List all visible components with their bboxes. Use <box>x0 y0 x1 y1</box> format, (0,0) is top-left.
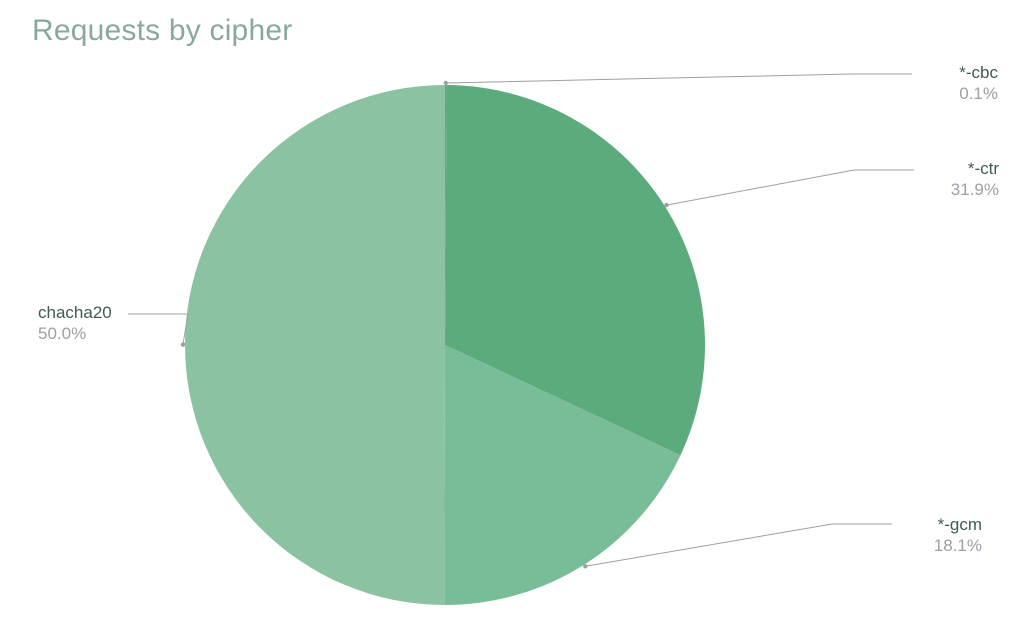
leader-dot <box>583 564 587 568</box>
label-gcm: *-gcm 18.1% <box>934 514 982 557</box>
leader-line <box>585 524 892 566</box>
label-chacha20-name: chacha20 <box>38 302 112 323</box>
label-chacha20-pct: 50.0% <box>38 323 112 344</box>
leader-line <box>446 74 912 83</box>
leader-line <box>128 314 188 345</box>
label-ctr-name: *-ctr <box>951 158 999 179</box>
pie-slice-chacha20 <box>185 85 445 605</box>
leader-dot <box>664 203 668 207</box>
label-ctr-pct: 31.9% <box>951 179 999 200</box>
label-chacha20: chacha20 50.0% <box>38 302 112 345</box>
leader-dot <box>444 81 448 85</box>
leader-dot <box>181 342 185 346</box>
leader-line <box>667 170 914 205</box>
label-cbc-name: *-cbc <box>959 62 998 83</box>
pie-chart <box>0 0 1024 633</box>
label-cbc-pct: 0.1% <box>959 83 998 104</box>
label-cbc: *-cbc 0.1% <box>959 62 998 105</box>
label-gcm-pct: 18.1% <box>934 535 982 556</box>
chart-container: Requests by cipher *-cbc 0.1% *-ctr 31.9… <box>0 0 1024 633</box>
label-gcm-name: *-gcm <box>934 514 982 535</box>
label-ctr: *-ctr 31.9% <box>951 158 999 201</box>
